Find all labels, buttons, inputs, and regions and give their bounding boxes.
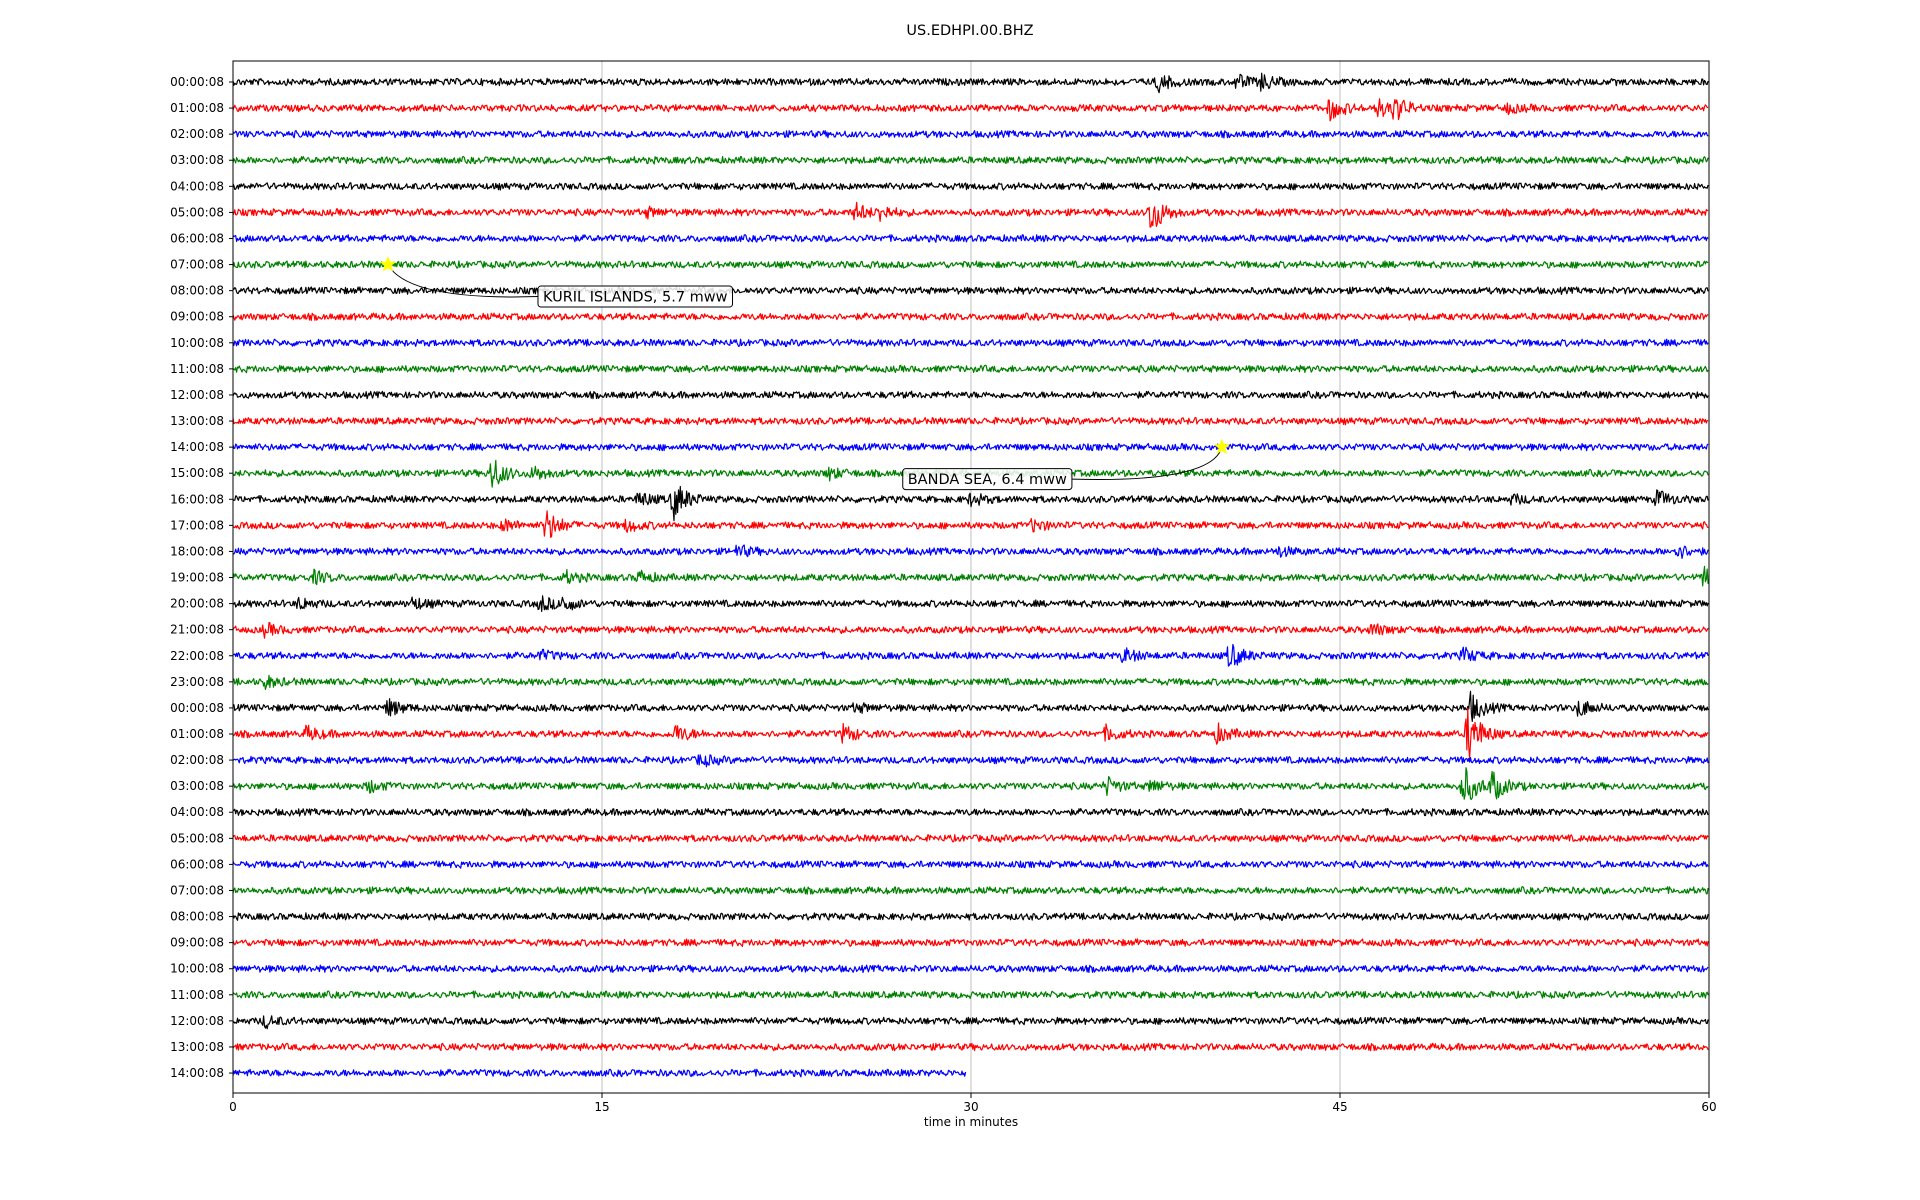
trace-row-31 <box>232 886 1709 895</box>
seismic-traces <box>232 72 1709 1078</box>
hour-label-12: 12:00:08 <box>170 388 224 402</box>
event-label-0: KURIL ISLANDS, 5.7 mww <box>543 290 728 306</box>
hour-label-17: 17:00:08 <box>170 518 224 532</box>
hour-label-29: 05:00:08 <box>170 831 224 845</box>
trace-row-13 <box>232 416 1709 426</box>
hour-label-9: 09:00:08 <box>170 310 224 324</box>
hour-label-36: 12:00:08 <box>170 1014 224 1028</box>
hour-label-16: 16:00:08 <box>170 492 224 506</box>
hour-label-6: 06:00:08 <box>170 231 224 245</box>
hour-label-7: 07:00:08 <box>170 258 224 272</box>
hour-label-4: 04:00:08 <box>170 179 224 193</box>
hour-label-26: 02:00:08 <box>170 753 224 767</box>
trace-row-7 <box>232 260 1709 269</box>
trace-row-14 <box>232 442 1709 452</box>
trace-row-19 <box>232 565 1709 587</box>
chart-title: US.EDHPI.00.BHZ <box>906 23 1033 39</box>
trace-row-21 <box>232 622 1709 639</box>
hour-label-5: 05:00:08 <box>170 205 224 219</box>
trace-row-5 <box>232 201 1709 228</box>
hour-label-19: 19:00:08 <box>170 571 224 585</box>
hour-label-27: 03:00:08 <box>170 779 224 793</box>
hour-label-21: 21:00:08 <box>170 623 224 637</box>
trace-row-12 <box>232 390 1709 400</box>
hour-label-10: 10:00:08 <box>170 336 224 350</box>
hour-label-25: 01:00:08 <box>170 727 224 741</box>
hour-label-23: 23:00:08 <box>170 675 224 689</box>
trace-row-33 <box>232 938 1709 947</box>
hour-label-31: 07:00:08 <box>170 883 224 897</box>
x-tick-label-1: 15 <box>594 1100 609 1114</box>
trace-row-27 <box>232 767 1709 800</box>
hour-label-8: 08:00:08 <box>170 284 224 298</box>
event-annotations: KURIL ISLANDS, 5.7 mww BANDA SEA, 6.4 mww <box>379 255 1231 491</box>
hour-label-20: 20:00:08 <box>170 597 224 611</box>
hour-label-34: 10:00:08 <box>170 962 224 976</box>
hour-label-2: 02:00:08 <box>170 127 224 141</box>
event-label-1: BANDA SEA, 6.4 mww <box>908 472 1067 488</box>
hour-labels: 00:00:08 01:00:08 02:00:08 03:00:08 04:00:08… <box>170 75 233 1080</box>
hour-label-32: 08:00:08 <box>170 910 224 924</box>
hour-label-15: 15:00:08 <box>170 466 224 480</box>
event-annotation-0: KURIL ISLANDS, 5.7 mww <box>379 255 734 308</box>
hour-label-38: 14:00:08 <box>170 1066 224 1080</box>
x-tick-label-3: 45 <box>1332 1100 1347 1114</box>
trace-row-6 <box>232 234 1709 243</box>
trace-row-28 <box>232 807 1709 817</box>
trace-row-29 <box>232 834 1709 843</box>
event-connector-1 <box>1071 446 1223 480</box>
event-label-box-1 <box>902 468 1073 491</box>
hour-label-11: 11:00:08 <box>170 362 224 376</box>
hour-label-35: 11:00:08 <box>170 988 224 1002</box>
trace-row-0 <box>232 72 1709 94</box>
x-axis-ticks: 0 15 30 45 60 <box>229 1093 1717 1114</box>
event-star-0 <box>379 255 397 272</box>
hour-label-22: 22:00:08 <box>170 649 224 663</box>
trace-row-30 <box>232 860 1709 869</box>
trace-row-16 <box>232 485 1709 522</box>
trace-row-11 <box>232 364 1709 374</box>
hour-label-24: 00:00:08 <box>170 701 224 715</box>
trace-row-3 <box>232 155 1709 165</box>
trace-row-26 <box>232 754 1709 768</box>
trace-row-36 <box>232 1015 1709 1030</box>
trace-row-25 <box>232 707 1709 760</box>
event-label-box-0 <box>537 285 734 308</box>
trace-row-9 <box>232 312 1709 321</box>
event-star-1 <box>1213 438 1231 455</box>
trace-row-34 <box>232 964 1709 974</box>
trace-row-17 <box>232 510 1709 538</box>
hour-label-33: 09:00:08 <box>170 936 224 950</box>
trace-row-20 <box>232 595 1709 612</box>
hour-label-13: 13:00:08 <box>170 414 224 428</box>
event-connector-0 <box>387 264 538 298</box>
hour-label-3: 03:00:08 <box>170 153 224 167</box>
hour-label-1: 01:00:08 <box>170 101 224 115</box>
trace-row-38 <box>232 1068 967 1078</box>
trace-row-2 <box>232 129 1709 139</box>
hour-label-37: 13:00:08 <box>170 1040 224 1054</box>
x-tick-label-4: 60 <box>1701 1100 1716 1114</box>
hour-label-14: 14:00:08 <box>170 440 224 454</box>
trace-row-37 <box>232 1042 1709 1052</box>
x-axis-label: time in minutes <box>924 1115 1018 1129</box>
trace-row-8 <box>232 286 1709 295</box>
trace-row-4 <box>232 182 1709 191</box>
trace-row-18 <box>232 544 1709 559</box>
trace-row-10 <box>232 338 1709 348</box>
event-annotation-1: BANDA SEA, 6.4 mww <box>902 438 1231 491</box>
hour-label-30: 06:00:08 <box>170 857 224 871</box>
trace-row-32 <box>232 912 1709 921</box>
hour-label-28: 04:00:08 <box>170 805 224 819</box>
hour-label-18: 18:00:08 <box>170 544 224 558</box>
trace-row-35 <box>232 990 1709 1000</box>
trace-row-22 <box>232 643 1709 667</box>
x-tick-label-0: 0 <box>229 1100 237 1114</box>
trace-row-23 <box>232 674 1709 690</box>
hour-label-0: 00:00:08 <box>170 75 224 89</box>
trace-row-24 <box>232 690 1709 722</box>
x-tick-label-2: 30 <box>963 1100 978 1114</box>
trace-row-1 <box>232 98 1709 122</box>
